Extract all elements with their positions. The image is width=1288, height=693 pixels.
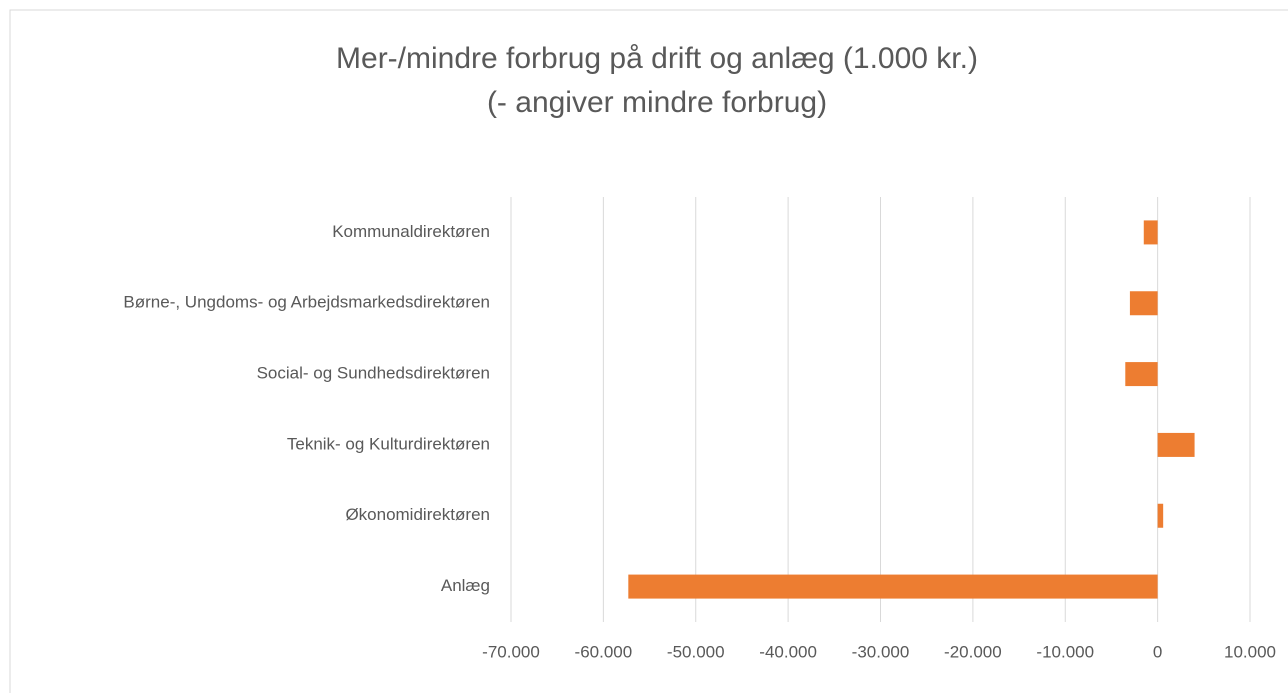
x-tick-label: -60.000	[575, 642, 633, 661]
x-tick-label: 0	[1153, 642, 1162, 661]
x-tick-label: -10.000	[1036, 642, 1094, 661]
bar	[628, 574, 1158, 599]
x-tick-label: -50.000	[667, 642, 725, 661]
x-tick-label: 10.000	[1224, 642, 1276, 661]
x-tick-label: -20.000	[944, 642, 1002, 661]
y-tick-label: Børne-, Ungdoms- og Arbejdsmarkedsdirekt…	[123, 293, 490, 312]
x-tick-label: -70.000	[482, 642, 540, 661]
bar	[1125, 362, 1158, 387]
y-tick-label: Social- og Sundhedsdirektøren	[257, 364, 490, 383]
chart-title: Mer-/mindre forbrug på drift og anlæg (1…	[336, 42, 978, 75]
x-tick-label: -30.000	[852, 642, 910, 661]
y-tick-label: Teknik- og Kulturdirektøren	[287, 434, 490, 453]
x-tick-label: -40.000	[759, 642, 817, 661]
y-tick-label: Økonomidirektøren	[345, 505, 490, 524]
y-tick-label: Anlæg	[441, 576, 490, 595]
y-tick-label: Kommunaldirektøren	[332, 222, 490, 241]
bar	[1157, 432, 1195, 457]
chart-subtitle: (- angiver mindre forbrug)	[487, 86, 827, 119]
bar	[1157, 503, 1164, 528]
bar	[1143, 220, 1158, 245]
bar	[1129, 291, 1158, 316]
